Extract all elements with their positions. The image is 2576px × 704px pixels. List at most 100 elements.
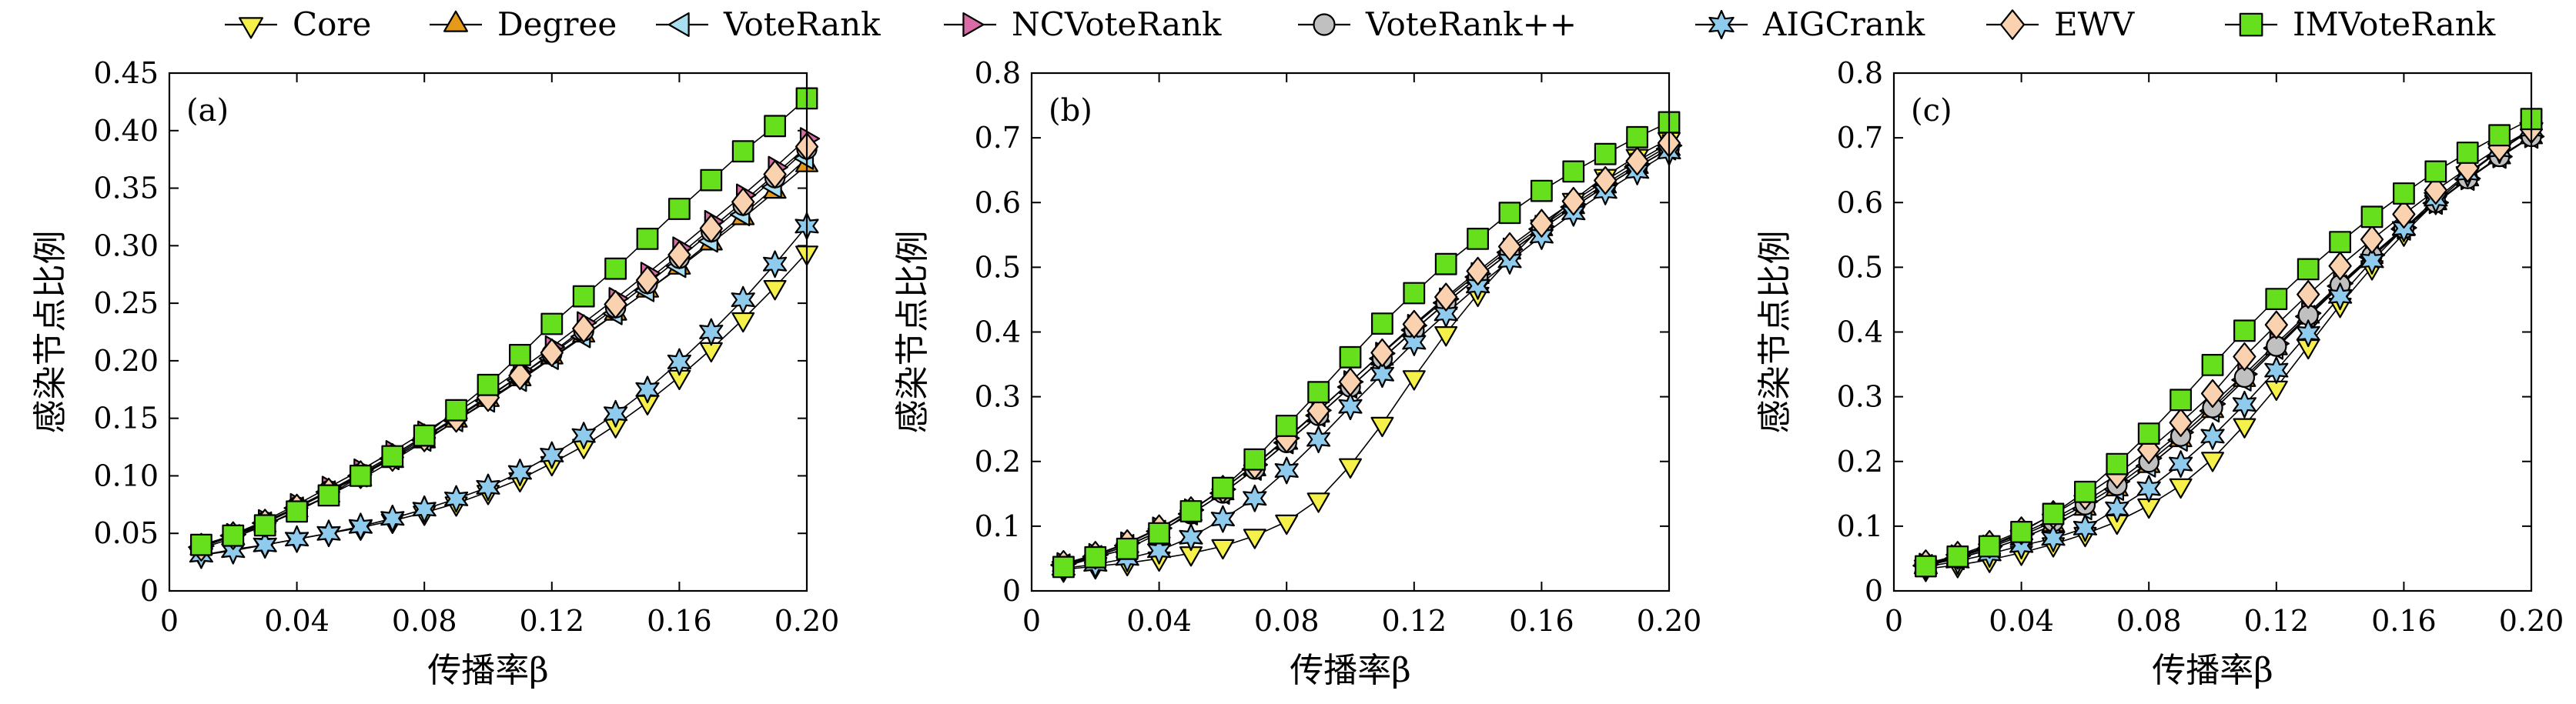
- data-point: [1625, 146, 1649, 175]
- x-tick-label: 0.12: [1381, 604, 1447, 638]
- data-point: [731, 187, 755, 217]
- x-tick-label: 0.12: [519, 604, 584, 638]
- y-tick-label: 0.5: [975, 250, 1021, 284]
- data-point: [2073, 514, 2097, 542]
- data-point: [1434, 252, 1457, 275]
- legend-marker: [239, 17, 263, 39]
- data-point: [2297, 258, 2320, 281]
- data-point: [604, 290, 627, 319]
- y-tick-label: 0.8: [975, 56, 1021, 90]
- y-tick-label: 0.7: [1837, 121, 1883, 155]
- y-tick-label: 0: [1865, 574, 1883, 608]
- legend-item: NCVoteRank: [944, 5, 1222, 43]
- data-point: [540, 312, 564, 335]
- data-point: [2201, 354, 2224, 376]
- x-tick-label: 0.04: [264, 604, 330, 638]
- data-point: [2360, 247, 2384, 275]
- data-point: [1915, 555, 1937, 578]
- data-point: [540, 338, 564, 367]
- data-point: [1052, 556, 1075, 579]
- data-point: [1306, 396, 1330, 425]
- data-point: [1594, 166, 1618, 195]
- data-point: [1370, 416, 1394, 438]
- data-point: [731, 312, 755, 333]
- legend-item: Core: [225, 5, 371, 43]
- y-axis-label: 感染节点比例: [1755, 231, 1795, 434]
- data-point: [1370, 360, 1395, 389]
- legend-marker: [443, 10, 469, 32]
- data-point: [476, 473, 500, 502]
- data-point: [1338, 367, 1363, 396]
- data-point: [286, 500, 308, 523]
- series-line: [1063, 122, 1670, 568]
- y-tick-label: 0.8: [1837, 56, 1883, 90]
- x-tick-label: 0.20: [774, 604, 840, 638]
- data-point: [253, 531, 277, 559]
- legend-label: VoteRank++: [1365, 5, 1577, 43]
- data-point: [2169, 408, 2193, 437]
- legend: Core Degree VoteRank NCVoteRank VoteRank++ AI…: [225, 5, 2496, 43]
- data-point: [2264, 310, 2288, 339]
- y-tick-label: 0.20: [93, 344, 159, 378]
- legend-marker: [667, 12, 690, 38]
- x-tick-label: 0: [1022, 604, 1041, 638]
- data-point: [443, 485, 469, 513]
- data-point: [1530, 209, 1554, 238]
- legend-marker: [1708, 9, 1735, 40]
- data-point: [540, 441, 564, 469]
- data-point: [2265, 288, 2288, 310]
- y-tick-label: 0.1: [1837, 509, 1883, 543]
- y-tick-label: 0.1: [975, 509, 1021, 543]
- data-point: [1243, 529, 1266, 549]
- data-point: [2136, 475, 2161, 503]
- data-point: [2393, 182, 2415, 205]
- data-point: [253, 514, 276, 537]
- data-point: [380, 504, 405, 532]
- data-point: [1274, 456, 1299, 485]
- x-axis-label: 传播率β: [1290, 651, 1410, 690]
- x-tick-label: 0.04: [1126, 604, 1192, 638]
- x-tick-label: 0.12: [2243, 604, 2309, 638]
- data-point: [1497, 232, 1522, 262]
- data-point: [1370, 312, 1393, 335]
- data-point: [381, 445, 404, 468]
- y-tick-label: 0: [1002, 574, 1021, 608]
- y-axis-label: 感染节点比例: [893, 231, 932, 434]
- data-point: [508, 361, 532, 390]
- data-point: [604, 257, 627, 280]
- data-point: [222, 524, 245, 547]
- data-point: [667, 348, 692, 376]
- legend-label: VoteRank: [723, 5, 881, 43]
- data-point: [2329, 231, 2351, 253]
- data-point: [700, 168, 723, 192]
- data-point: [1084, 546, 1107, 569]
- data-point: [1146, 536, 1172, 565]
- data-point: [571, 422, 596, 450]
- legend-marker: [1313, 13, 1336, 36]
- data-point: [2232, 390, 2257, 419]
- series-line: [201, 98, 808, 546]
- legend-marker: [1999, 9, 2026, 40]
- data-point: [2328, 282, 2353, 311]
- legend-item: Degree: [430, 5, 617, 43]
- data-point: [2042, 502, 2065, 525]
- data-point: [1403, 282, 1426, 305]
- series-group: [1912, 108, 2545, 582]
- y-tick-label: 0.25: [93, 286, 159, 320]
- data-point: [2296, 319, 2320, 348]
- y-tick-label: 0.10: [93, 459, 159, 492]
- legend-label: Degree: [497, 5, 617, 43]
- x-tick-label: 0.08: [1254, 604, 1320, 638]
- x-tick-label: 0.08: [2116, 604, 2182, 638]
- x-tick-label: 0.16: [2371, 604, 2437, 638]
- data-point: [2392, 199, 2416, 229]
- data-point: [2201, 452, 2224, 472]
- y-tick-label: 0.45: [93, 56, 159, 90]
- series-group: [188, 87, 821, 569]
- data-point: [1594, 142, 1617, 165]
- y-axis-label: 感染节点比例: [31, 231, 70, 434]
- legend-label: Core: [293, 5, 371, 43]
- data-point: [2233, 319, 2256, 342]
- legend-item: VoteRank++: [1298, 5, 1577, 43]
- data-point: [477, 373, 500, 396]
